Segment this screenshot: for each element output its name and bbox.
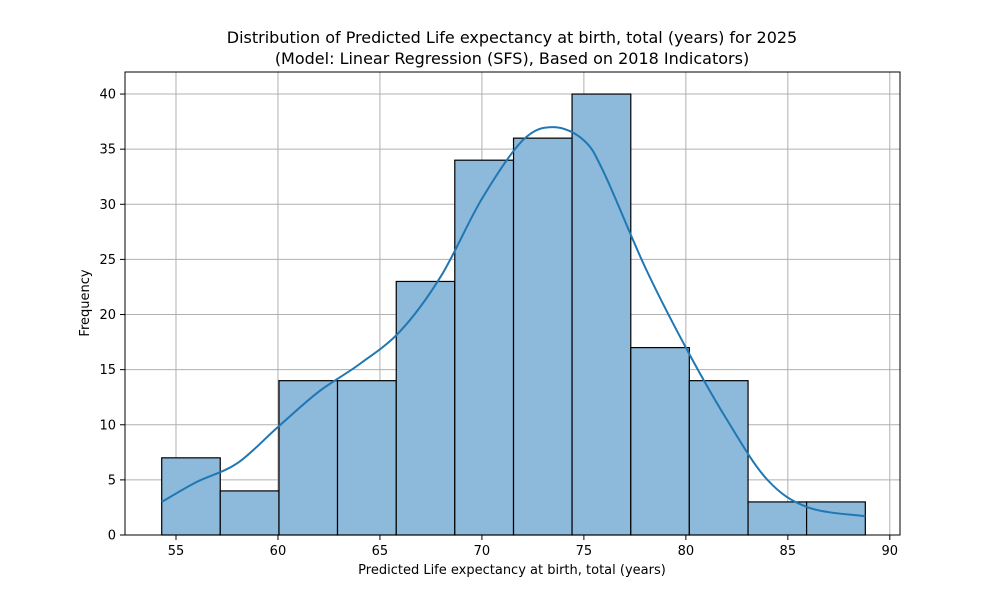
x-tick-label: 85: [780, 544, 797, 559]
histogram-bar: [688, 380, 749, 536]
histogram-bar: [630, 346, 690, 536]
x-tick-label: 55: [168, 544, 185, 559]
y-tick-label: 35: [99, 143, 116, 158]
histogram-bar: [395, 280, 456, 536]
x-tick-label: 80: [678, 544, 695, 559]
y-tick-label: 30: [99, 198, 116, 213]
chart-title-line1: Distribution of Predicted Life expectanc…: [227, 28, 797, 47]
histogram-bars: [161, 93, 866, 536]
y-axis-ticks: 0 5 10 15 20 25 30 35 40: [99, 88, 125, 544]
plot-frame: [124, 71, 901, 536]
y-tick-label: 5: [108, 473, 116, 488]
y-tick-label: 40: [99, 88, 116, 103]
x-tick-label: 65: [372, 544, 389, 559]
y-tick-label: 20: [99, 308, 116, 323]
y-tick-label: 10: [99, 418, 116, 433]
histogram-bar: [336, 380, 397, 536]
x-tick-label: 60: [270, 544, 287, 559]
histogram-bar: [278, 380, 339, 536]
chart-title-line2: (Model: Linear Regression (SFS), Based o…: [275, 49, 749, 68]
histogram-bar: [747, 501, 808, 536]
y-tick-label: 0: [108, 529, 116, 544]
x-tick-label: 75: [576, 544, 593, 559]
y-axis-label: Frequency: [78, 269, 93, 336]
kde-curve: [161, 126, 866, 518]
histogram-bar: [454, 159, 515, 536]
histogram-bar: [219, 490, 280, 536]
x-tick-label: 70: [474, 544, 491, 559]
histogram-bar: [805, 501, 866, 536]
histogram-bar: [571, 93, 632, 536]
x-axis-ticks: 55 60 65 70 75 80 85 90: [168, 535, 898, 559]
x-tick-label: 90: [882, 544, 899, 559]
y-tick-label: 25: [99, 253, 116, 268]
x-axis-label: Predicted Life expectancy at birth, tota…: [358, 563, 666, 578]
y-tick-label: 15: [99, 363, 116, 378]
histogram-bar: [512, 137, 573, 536]
